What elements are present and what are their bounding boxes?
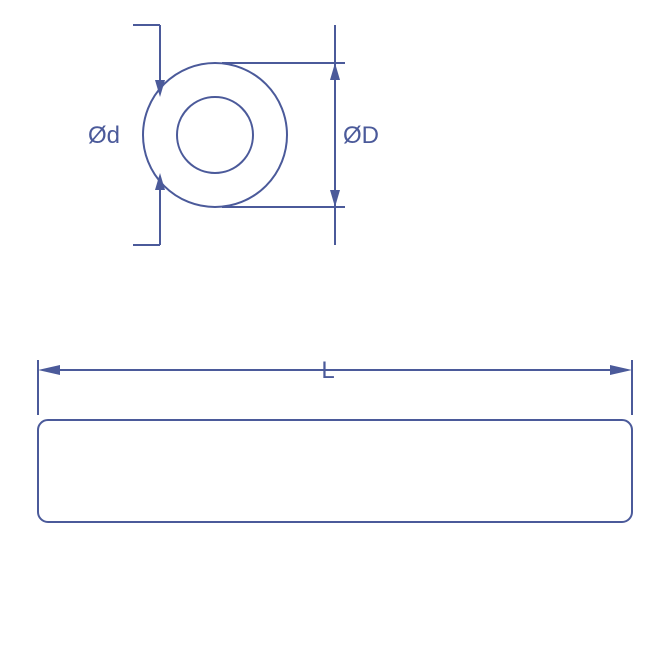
side-view bbox=[38, 420, 632, 522]
label-d: Ød bbox=[88, 122, 120, 149]
tube-side-rect bbox=[38, 420, 632, 522]
arrow-right-icon bbox=[610, 365, 632, 375]
inner-circle bbox=[177, 97, 253, 173]
arrow-down-icon bbox=[330, 63, 340, 80]
label-D: ØD bbox=[343, 122, 379, 149]
dimension-D: ØD bbox=[222, 25, 379, 245]
outer-circle bbox=[143, 63, 287, 207]
dimension-d: Ød bbox=[88, 25, 165, 245]
arrow-left-icon bbox=[38, 365, 60, 375]
label-L: L bbox=[321, 357, 334, 384]
arrow-up-icon bbox=[330, 190, 340, 207]
engineering-drawing: Ød ØD L bbox=[0, 0, 670, 670]
front-view bbox=[143, 63, 287, 207]
dimension-L: L bbox=[38, 357, 632, 415]
